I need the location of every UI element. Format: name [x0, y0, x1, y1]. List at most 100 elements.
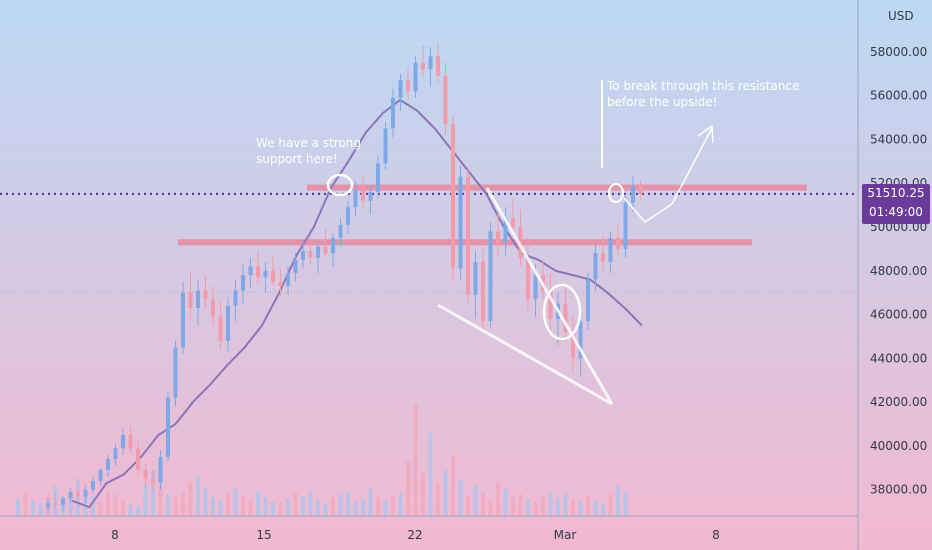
candle[interactable] [166, 391, 170, 462]
candle[interactable] [286, 266, 290, 295]
candle[interactable] [91, 476, 95, 495]
candle[interactable] [128, 426, 133, 453]
volume-bar [391, 495, 395, 516]
candle[interactable] [451, 115, 455, 282]
candle[interactable] [151, 470, 155, 492]
candle[interactable] [481, 246, 485, 333]
candle[interactable] [406, 67, 410, 100]
candle[interactable] [601, 235, 605, 271]
candle[interactable] [616, 222, 620, 256]
candle[interactable] [203, 275, 208, 308]
candle[interactable] [196, 279, 200, 326]
candle[interactable] [143, 463, 148, 488]
wedge-lower-line[interactable] [437, 303, 613, 406]
volume-bar [241, 495, 245, 516]
candle[interactable] [263, 262, 268, 293]
candle[interactable] [181, 281, 185, 354]
candle[interactable] [278, 268, 283, 298]
candle-body [376, 163, 380, 192]
volume-bar [308, 490, 313, 516]
candle[interactable] [346, 200, 350, 234]
candle[interactable] [188, 270, 193, 319]
candle[interactable] [368, 185, 373, 214]
candle[interactable] [578, 312, 583, 376]
candle[interactable] [61, 496, 65, 512]
candle[interactable] [413, 56, 418, 98]
price-tick-label: 38000.00 [870, 483, 927, 497]
candle[interactable] [593, 244, 598, 291]
candle-body [586, 279, 590, 322]
candle[interactable] [106, 454, 110, 477]
candle[interactable] [173, 340, 178, 407]
projection-path[interactable] [623, 127, 713, 223]
candle[interactable] [586, 272, 590, 330]
candle[interactable] [473, 251, 478, 319]
candle[interactable] [511, 198, 515, 236]
candle-body [308, 251, 313, 258]
candle[interactable] [121, 428, 125, 455]
candle[interactable] [113, 443, 118, 466]
candle[interactable] [421, 45, 425, 79]
candle[interactable] [308, 235, 313, 265]
candle[interactable] [338, 218, 343, 247]
candle[interactable] [46, 498, 50, 514]
candle[interactable] [271, 255, 275, 287]
current-price-badge: 51510.25 01:49:00 [862, 184, 930, 224]
candle[interactable] [353, 180, 358, 217]
candle[interactable] [563, 286, 568, 341]
support-band[interactable] [178, 239, 752, 246]
support-circle[interactable] [326, 173, 354, 197]
candle[interactable] [233, 279, 238, 322]
candle[interactable] [53, 494, 58, 510]
candle[interactable] [241, 264, 245, 304]
candle-body [136, 448, 140, 471]
wedge-upper-line[interactable] [485, 187, 614, 405]
candle[interactable] [638, 180, 643, 201]
breakout-circle[interactable] [542, 283, 582, 341]
candle[interactable] [428, 47, 433, 87]
candle[interactable] [526, 237, 530, 311]
candle-body [563, 303, 568, 333]
candle[interactable] [466, 167, 470, 304]
candle-body [256, 266, 260, 278]
candle[interactable] [548, 272, 553, 330]
candle[interactable] [376, 156, 380, 199]
volume-bar [541, 495, 545, 516]
candle[interactable] [383, 121, 388, 171]
candle[interactable] [316, 242, 320, 273]
candle[interactable] [443, 62, 448, 135]
candle[interactable] [436, 43, 440, 83]
candle[interactable] [608, 231, 613, 273]
candle[interactable] [503, 207, 508, 256]
candle[interactable] [518, 209, 523, 267]
candle[interactable] [136, 441, 140, 475]
candle[interactable] [83, 485, 88, 503]
resistance-circle[interactable] [608, 183, 624, 203]
candle[interactable] [218, 301, 223, 350]
currency-label[interactable]: USD [888, 9, 914, 23]
candle[interactable] [226, 297, 230, 352]
candle[interactable] [76, 483, 80, 501]
candle[interactable] [361, 176, 365, 210]
candle[interactable] [256, 251, 260, 284]
candle[interactable] [293, 253, 298, 282]
candle[interactable] [623, 194, 628, 258]
candle[interactable] [391, 89, 395, 138]
candle[interactable] [571, 316, 575, 372]
candle[interactable] [458, 165, 463, 280]
candle[interactable] [98, 467, 103, 486]
candle[interactable] [323, 229, 328, 258]
candle[interactable] [211, 286, 215, 326]
candle[interactable] [331, 233, 335, 267]
candle[interactable] [496, 211, 500, 258]
candle[interactable] [631, 176, 635, 212]
moving-average-line[interactable] [71, 98, 643, 509]
candle[interactable] [301, 240, 305, 269]
resistance-band[interactable] [307, 184, 807, 191]
candle[interactable] [248, 257, 253, 289]
candle[interactable] [398, 73, 403, 111]
candle[interactable] [158, 450, 163, 490]
candle[interactable] [68, 487, 73, 503]
candle[interactable] [488, 222, 493, 328]
